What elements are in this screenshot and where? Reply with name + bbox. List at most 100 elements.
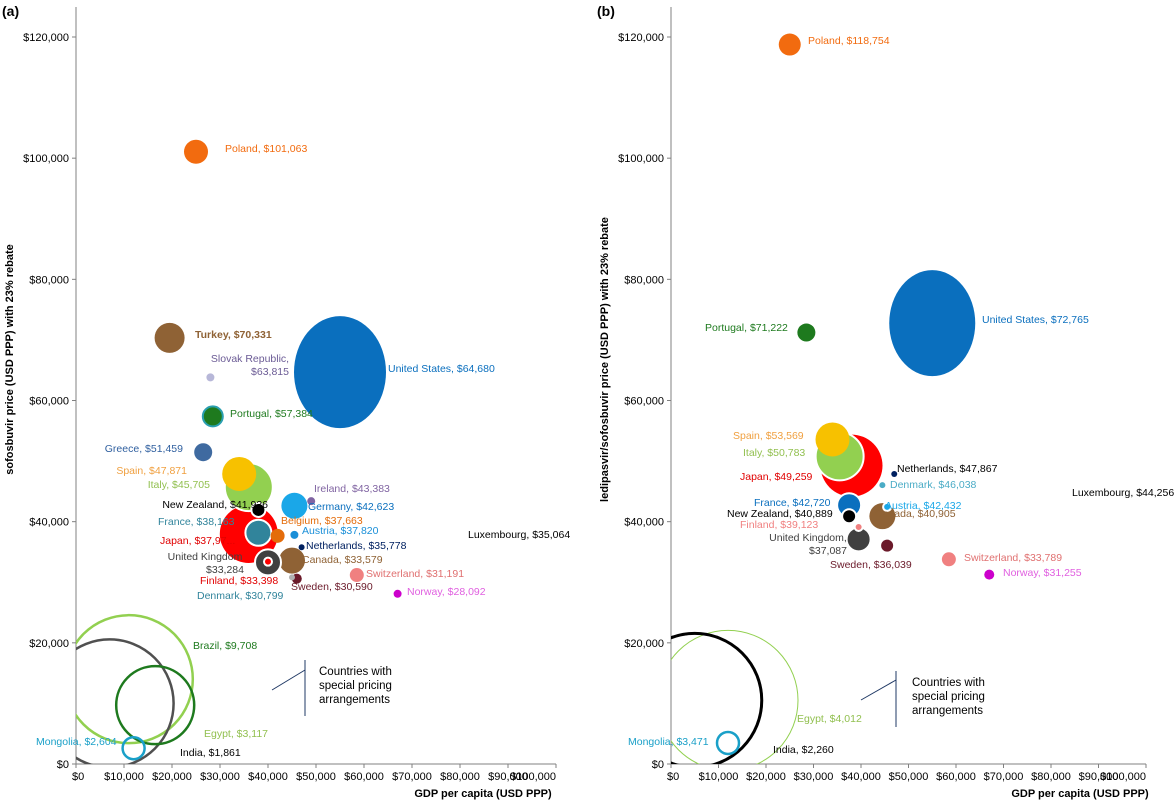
label-india: India, $1,861 — [180, 747, 241, 759]
bubble-united-states — [889, 270, 976, 377]
label-netherlands: Netherlands, $47,867 — [897, 463, 998, 475]
label-switzerland: Switzerland, $31,191 — [366, 568, 464, 580]
panel-a-chart: (a) $0 $20,000 $40,000 $60,000 $80,000 $100,00… — [2, 3, 570, 800]
label-turkey: Turkey, $70,331 — [195, 329, 272, 341]
y-tick-label: $120,000 — [618, 32, 664, 44]
y-tick-label: $20,000 — [29, 638, 69, 650]
bubble-denmark — [879, 482, 886, 489]
bubble-finland — [853, 521, 864, 532]
label-austria: Austria, $42,432 — [885, 500, 962, 512]
label-egypt: Egypt, $4,012 — [797, 713, 862, 725]
label-united-kingdom: United Kingdom, — [769, 532, 847, 544]
x-tick-label: $100,000 — [510, 771, 556, 783]
y-tick-label: $20,000 — [624, 638, 664, 650]
bubble-switzerland — [941, 552, 956, 567]
x-tick-label: $30,000 — [200, 771, 240, 783]
x-tick-label: $0 — [72, 771, 84, 783]
x-tick-label: $100,000 — [1100, 771, 1146, 783]
note-pointer — [860, 679, 897, 701]
bubble-new-zealand — [250, 501, 267, 518]
panel-label: (a) — [2, 3, 19, 19]
label-spain: Spain, $47,871 — [116, 465, 187, 477]
x-tick-label: $80,000 — [1031, 771, 1071, 783]
bubble-canada — [279, 547, 305, 574]
bubble-slovak-republic — [206, 373, 215, 382]
label-austria: Austria, $37,820 — [302, 525, 379, 537]
x-tick-label: $60,000 — [936, 771, 976, 783]
label-united-kingdom: United Kingdom — [168, 551, 243, 563]
label-norway: Norway, $28,092 — [407, 586, 486, 598]
label-switzerland: Switzerland, $33,789 — [964, 552, 1062, 564]
label-new-zealand: New Zealand, $40,889 — [727, 508, 833, 520]
y-tick-label: $60,000 — [624, 396, 664, 408]
label-slovak-republic-value: $63,815 — [251, 366, 289, 378]
label-poland: Poland, $118,754 — [808, 35, 890, 47]
bubble-layer — [76, 139, 402, 764]
x-axis-title: GDP per capita (USD PPP) — [414, 788, 552, 800]
label-italy: Italy, $45,705 — [148, 479, 210, 491]
x-tick-label: $40,000 — [841, 771, 881, 783]
label-greece: Greece, $51,459 — [105, 443, 183, 455]
bubble-mongolia — [121, 735, 146, 761]
label-luxembourg: Luxembourg, $35,064 — [468, 529, 570, 541]
bubble-brazil — [114, 664, 196, 746]
note-pointer — [271, 669, 306, 691]
label-united-kingdom-value: $37,087 — [809, 545, 847, 557]
label-luxembourg: Luxembourg, $44,256 — [1072, 487, 1174, 499]
y-axis-title: ledipasvir/sofosbuvir price (USD PPP) wi… — [599, 217, 611, 502]
label-portugal: Portugal, $71,222 — [705, 322, 788, 334]
label-belgium: Belgium, $37,663 — [281, 515, 363, 527]
bubble-new-zealand — [841, 508, 858, 525]
label-egypt: Egypt, $3,117 — [204, 728, 268, 740]
bubble-austria — [882, 501, 893, 512]
y-tick-label: $0 — [652, 759, 664, 771]
x-tick-label: $90,000 — [1079, 771, 1119, 783]
label-denmark: Denmark, $46,038 — [890, 479, 977, 491]
bubble-norway — [984, 569, 995, 580]
panel-label: (b) — [597, 3, 615, 19]
label-finland: Finland, $33,398 — [200, 575, 278, 587]
label-slovak-republic: Slovak Republic, — [211, 353, 289, 365]
bubble-ireland — [307, 497, 316, 506]
bubble-india — [671, 631, 764, 764]
bubble-norway — [393, 589, 402, 598]
x-tick-label: $70,000 — [392, 771, 432, 783]
panel-b-chart: (b) $0 $20,000 $40,000 $60,000 $80,000 $100,00… — [597, 3, 1174, 800]
label-norway: Norway, $31,255 — [1003, 567, 1082, 579]
bubble-netherlands — [891, 471, 898, 478]
note-text-line: special pricing — [319, 680, 392, 692]
bubble-egypt — [76, 613, 195, 745]
x-tick-label: $90,000 — [488, 771, 528, 783]
bubble-united-states — [294, 316, 386, 429]
y-tick-label: $40,000 — [29, 517, 69, 529]
label-sweden: Sweden, $36,039 — [830, 559, 912, 571]
label-mongolia: Mongolia, $2,604 — [36, 736, 117, 748]
x-tick-label: $70,000 — [984, 771, 1024, 783]
x-tick-label: $10,000 — [699, 771, 739, 783]
bubble-belgium — [270, 528, 285, 543]
label-france: France, $38,163 — [158, 516, 235, 528]
label-japan: Japan, $37,97... — [160, 535, 235, 547]
label-new-zealand: New Zealand, $41,936 — [162, 499, 268, 511]
y-tick-label: $40,000 — [624, 517, 664, 529]
x-tick-label: $20,000 — [746, 771, 786, 783]
y-tick-label: $60,000 — [29, 396, 69, 408]
bubble-mongolia — [715, 730, 741, 756]
bubble-austria — [290, 530, 299, 539]
label-sweden: Sweden, $30,590 — [291, 581, 373, 593]
bubble-poland — [778, 33, 801, 56]
note-text-line: arrangements — [319, 694, 390, 706]
bubble-portugal — [797, 323, 816, 342]
x-tick-label: $10,000 — [104, 771, 144, 783]
x-tick-label: $0 — [667, 771, 679, 783]
label-united-states: United States, $64,680 — [388, 363, 495, 375]
label-portugal: Portugal, $57,384 — [230, 408, 313, 420]
label-spain: Spain, $53,569 — [733, 430, 804, 442]
x-tick-label: $50,000 — [296, 771, 336, 783]
label-ireland: Ireland, $43,383 — [314, 483, 390, 495]
bubble-spain — [222, 456, 257, 491]
label-poland: Poland, $101,063 — [225, 143, 307, 155]
y-tick-label: $80,000 — [624, 274, 664, 286]
bubble-portugal — [201, 405, 224, 428]
